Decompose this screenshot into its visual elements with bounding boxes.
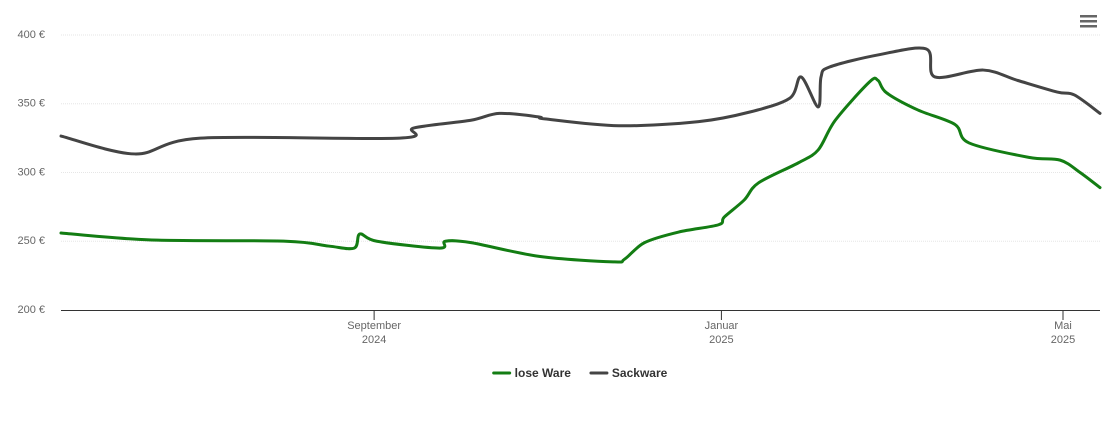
- legend-label: lose Ware: [515, 366, 572, 380]
- y-tick-label: 250 €: [17, 235, 45, 247]
- menu-bar: [1080, 15, 1097, 18]
- y-tick-label: 200 €: [17, 304, 45, 316]
- legend-item[interactable]: lose Ware: [492, 366, 572, 380]
- legend-label: Sackware: [612, 366, 668, 380]
- menu-button[interactable]: [1080, 15, 1097, 28]
- menu-bar: [1080, 20, 1097, 23]
- legend-item[interactable]: Sackware: [589, 366, 668, 380]
- x-tick-label: Mai 2025: [1051, 320, 1075, 346]
- y-tick-label: 350 €: [17, 98, 45, 110]
- x-tick-label: September 2024: [347, 320, 401, 346]
- series-line: [59, 76, 1102, 264]
- y-tick-label: 400 €: [17, 29, 45, 41]
- menu-bar: [1080, 25, 1097, 28]
- series-line: [59, 46, 1102, 156]
- y-tick-label: 300 €: [17, 166, 45, 178]
- legend: lose Ware Sackware: [492, 366, 668, 380]
- x-tick-label: Januar 2025: [705, 320, 739, 346]
